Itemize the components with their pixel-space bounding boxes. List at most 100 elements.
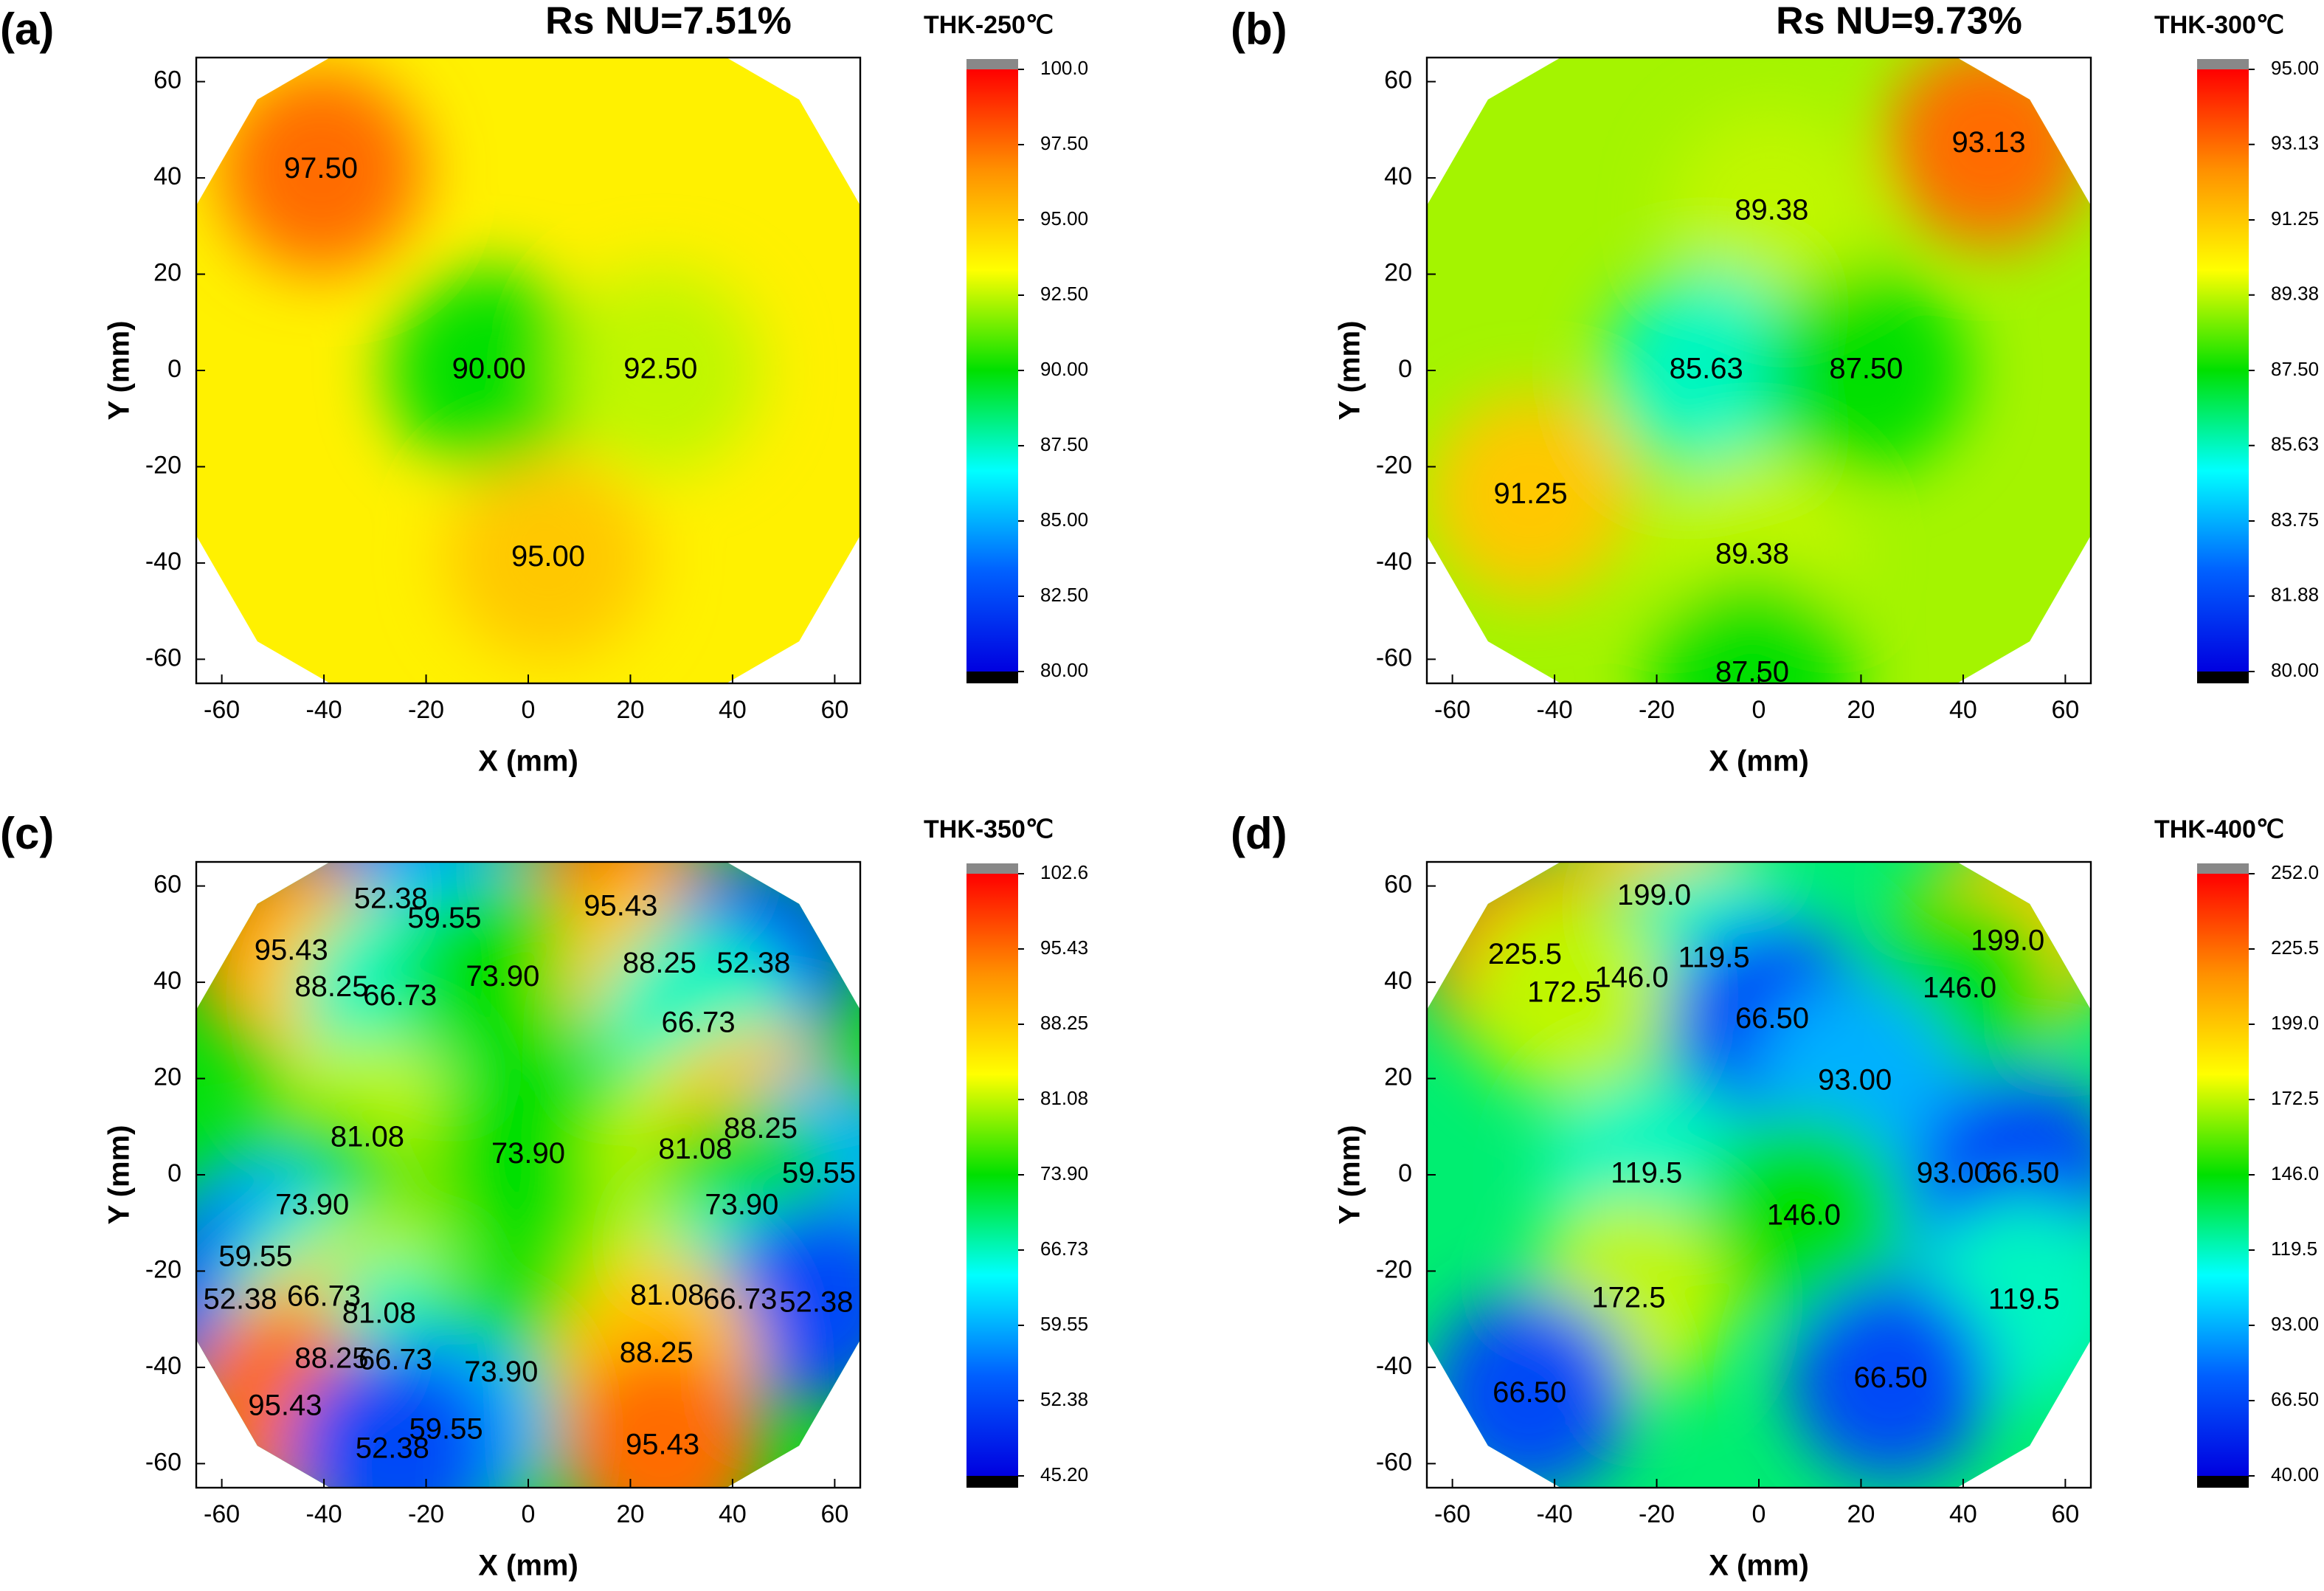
contour-label: 81.08 <box>630 1279 704 1311</box>
field-blob <box>290 1347 495 1488</box>
colorbar-tick-label: 45.20 <box>1040 1463 1088 1485</box>
y-axis-label: Y (mm) <box>103 321 136 421</box>
contour-label: 97.50 <box>284 152 358 184</box>
field-blob <box>1650 571 1855 683</box>
wafer-map <box>196 58 860 683</box>
y-tick-label: 0 <box>167 355 181 383</box>
colorbar-title: THK-300℃ <box>2154 11 2284 39</box>
colorbar-tick-label: 93.00 <box>2271 1313 2319 1335</box>
colorbar-tick-label: 81.88 <box>2271 584 2319 606</box>
colorbar-under <box>966 1476 1018 1488</box>
contour-label: 59.55 <box>407 902 481 934</box>
field-blob <box>1763 268 1968 473</box>
x-tick-label: -40 <box>1537 1500 1573 1528</box>
colorbar-title: THK-350℃ <box>924 815 1054 843</box>
x-tick-label: -60 <box>204 696 240 724</box>
contour-label: 91.25 <box>1493 477 1567 510</box>
y-tick-label: -40 <box>145 1352 181 1380</box>
contour-label: 81.08 <box>658 1133 732 1165</box>
colorbar-over <box>2197 59 2249 69</box>
y-tick-label: 20 <box>1384 259 1412 287</box>
x-tick-label: -40 <box>1537 696 1573 724</box>
x-tick-label: 20 <box>1847 696 1875 724</box>
x-tick-label: 40 <box>1949 696 1977 724</box>
y-tick-label: -20 <box>1376 451 1412 479</box>
plot-area: 199.0 225.5 146.0 119.5 172.5 199.0 146.0 66.50… <box>1427 862 2091 1488</box>
x-tick-label: -60 <box>1434 1500 1470 1528</box>
contour-label: 95.00 <box>511 540 585 573</box>
x-tick-label: 0 <box>1752 696 1766 724</box>
colorbar-tick-label: 225.5 <box>2271 936 2319 959</box>
colorbar <box>2197 874 2249 1476</box>
contour-label: 73.90 <box>275 1189 349 1221</box>
x-axis-label: X (mm) <box>478 1550 578 1582</box>
field-blob <box>1462 891 1667 1097</box>
field-blob <box>558 268 763 473</box>
y-axis-label: Y (mm) <box>1334 321 1366 421</box>
field-blob <box>426 1052 631 1257</box>
colorbar-tick-label: 95.00 <box>1040 207 1088 229</box>
y-tick-label: 40 <box>1384 967 1412 995</box>
field-blob <box>400 875 605 1080</box>
y-axis-label: Y (mm) <box>1334 1125 1366 1225</box>
colorbar-tick-label: 59.55 <box>1040 1313 1088 1335</box>
y-tick-label: -60 <box>145 1448 181 1476</box>
contour-label: 52.38 <box>716 947 790 979</box>
y-tick-label: -40 <box>1376 548 1412 576</box>
colorbar-title: THK-250℃ <box>924 11 1054 39</box>
y-tick-label: 40 <box>153 967 181 995</box>
field-blob <box>1428 393 1633 598</box>
contour-label: 93.00 <box>1917 1157 1991 1190</box>
contour-label: 81.08 <box>342 1297 416 1329</box>
y-tick-label: -40 <box>145 548 181 576</box>
field-blob <box>1701 1114 1906 1319</box>
x-axis-label: X (mm) <box>1709 1550 1809 1582</box>
contour-label: 52.38 <box>354 883 428 915</box>
x-tick-label: 60 <box>820 696 848 724</box>
colorbar-tick-label: 90.00 <box>1040 358 1088 380</box>
colorbar-tick-label: 102.6 <box>1040 861 1088 883</box>
contour-label: 59.55 <box>782 1157 856 1190</box>
contour-label: 119.5 <box>1678 941 1750 973</box>
x-tick-label: 0 <box>522 696 536 724</box>
contour-label: 92.50 <box>623 353 697 385</box>
contour-label: 93.13 <box>1951 126 2025 159</box>
x-tick-label: -60 <box>204 1500 240 1528</box>
colorbar-tick-label: 91.25 <box>2271 207 2319 229</box>
x-tick-label: 60 <box>2051 696 2079 724</box>
colorbar <box>2197 69 2249 672</box>
contour-label: 73.90 <box>466 960 539 993</box>
colorbar-tick-label: 100.0 <box>1040 57 1088 79</box>
y-tick-label: 40 <box>153 162 181 190</box>
x-tick-label: -20 <box>408 696 444 724</box>
x-tick-label: 40 <box>719 696 747 724</box>
colorbar-tick-label: 87.50 <box>2271 358 2319 380</box>
colorbar-tick-label: 199.0 <box>2271 1012 2319 1034</box>
contour-label: 172.5 <box>1527 976 1601 1008</box>
contour-label: 88.25 <box>294 970 368 1003</box>
contour-label: 66.73 <box>359 1344 432 1376</box>
colorbar-tick-label: 95.43 <box>1040 936 1088 959</box>
y-tick-label: -60 <box>145 643 181 672</box>
panel-label: (a) <box>0 4 54 54</box>
contour-label: 73.90 <box>705 1189 778 1221</box>
contour-label: 73.90 <box>464 1356 538 1388</box>
contour-label: 89.38 <box>1735 193 1808 226</box>
contour-label: 146.0 <box>1767 1198 1841 1231</box>
contour-label: 119.5 <box>1611 1157 1682 1190</box>
x-tick-label: -40 <box>306 696 342 724</box>
chart-title: Rs NU=9.73% <box>1776 0 2022 43</box>
contour-label: 52.38 <box>779 1285 853 1318</box>
contour-label: 52.38 <box>203 1283 277 1315</box>
contour-label: 95.43 <box>255 934 328 967</box>
x-axis-label: X (mm) <box>1709 745 1809 778</box>
y-tick-label: 20 <box>1384 1063 1412 1091</box>
contour-label: 59.55 <box>409 1413 483 1446</box>
colorbar-tick-label: 66.73 <box>1040 1238 1088 1260</box>
contour-label: 88.25 <box>724 1112 798 1145</box>
y-tick-label: -60 <box>1376 643 1412 672</box>
panel-label: (b) <box>1231 4 1287 54</box>
y-tick-label: 20 <box>153 259 181 287</box>
x-tick-label: 40 <box>719 1500 747 1528</box>
x-tick-label: -40 <box>306 1500 342 1528</box>
